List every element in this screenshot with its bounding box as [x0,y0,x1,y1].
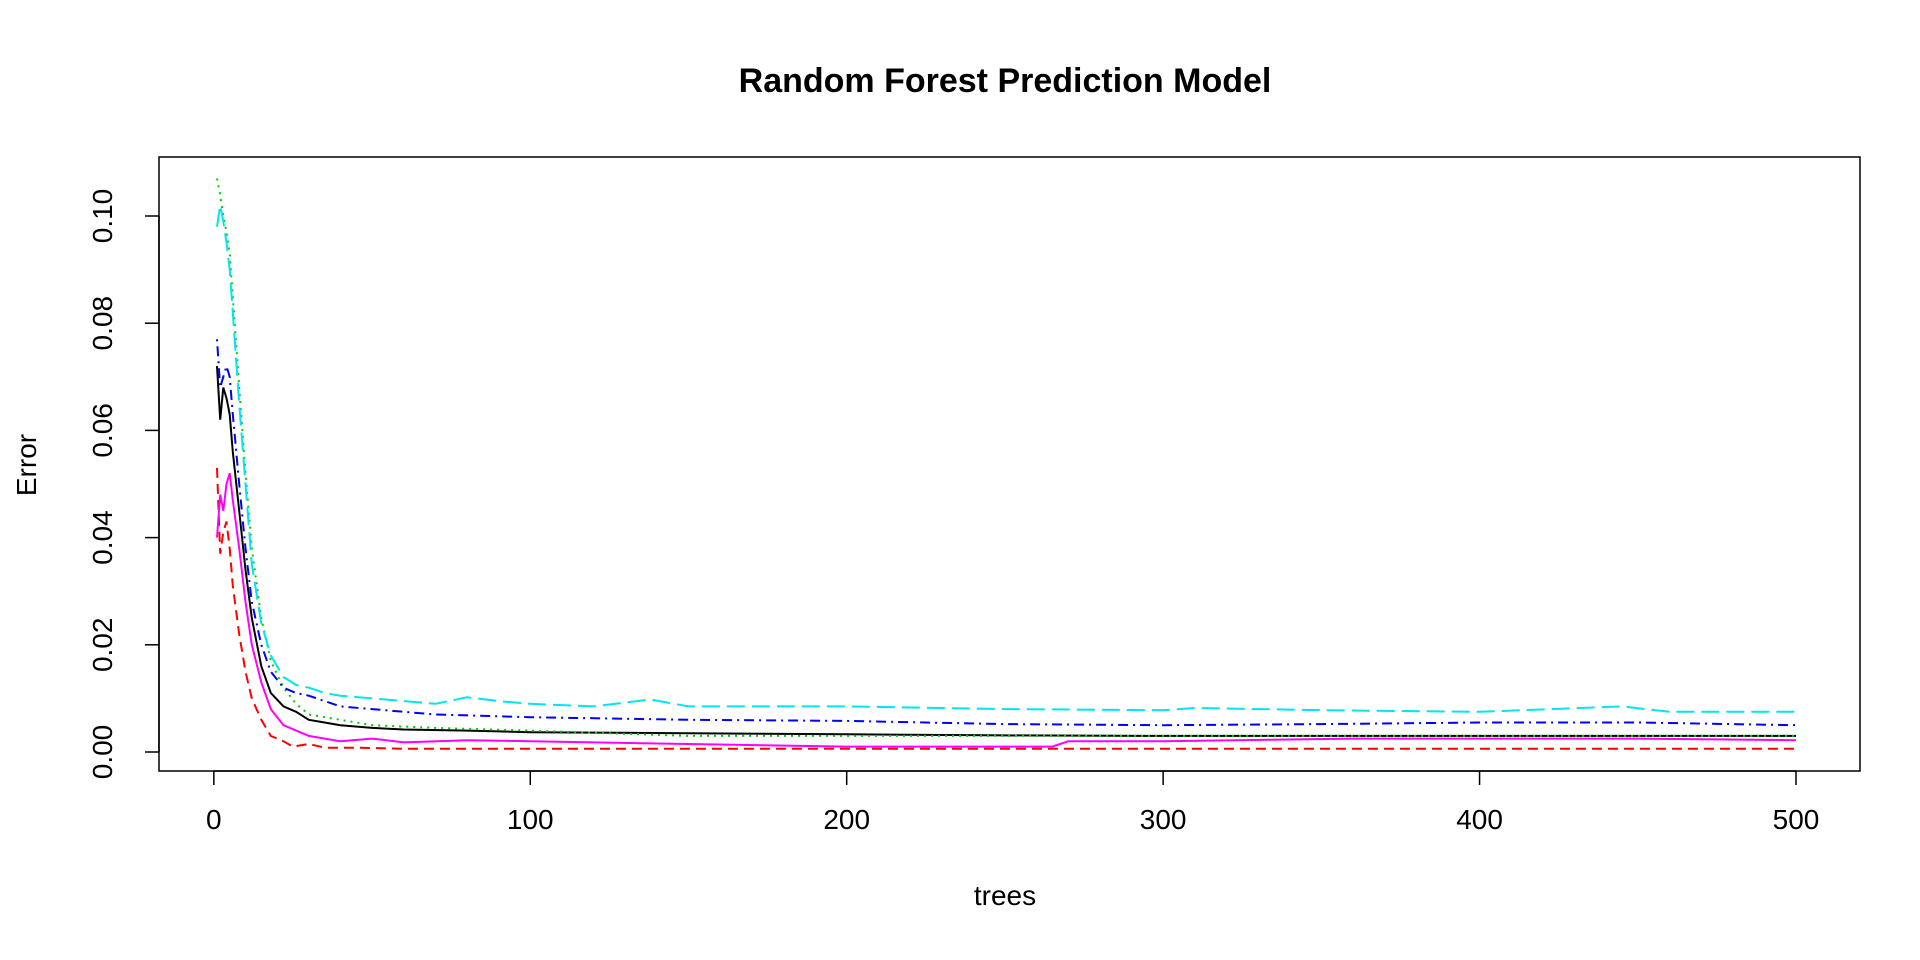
x-tick-label: 200 [823,804,870,835]
y-axis: 0.00 0.02 0.04 0.06 0.08 0.10 [87,189,160,780]
plot-frame [158,156,1861,772]
y-tick-label: 0.00 [87,725,118,780]
x-axis: 0 100 200 300 400 500 [206,770,1820,835]
x-tick-label: 300 [1140,804,1187,835]
y-tick-label: 0.04 [87,510,118,565]
series-layer [216,178,1797,750]
y-tick-label: 0.08 [87,296,118,351]
x-tick-label: 400 [1456,804,1503,835]
series-line-e [216,473,1797,748]
x-tick-label: 500 [1773,804,1820,835]
chart-title: Random Forest Prediction Model [739,62,1272,100]
y-axis-label: Error [11,434,42,496]
series-line-a [216,467,1796,750]
series-line-b [216,178,1796,737]
series-line-c [216,339,1797,727]
x-tick-label: 100 [507,804,554,835]
x-axis-label: trees [974,880,1036,911]
series-line-oob [216,366,1796,737]
series-line-d [216,205,1796,713]
y-tick-label: 0.02 [87,618,118,673]
y-tick-label: 0.06 [87,403,118,458]
y-tick-label: 0.10 [87,189,118,244]
x-tick-label: 0 [206,804,222,835]
